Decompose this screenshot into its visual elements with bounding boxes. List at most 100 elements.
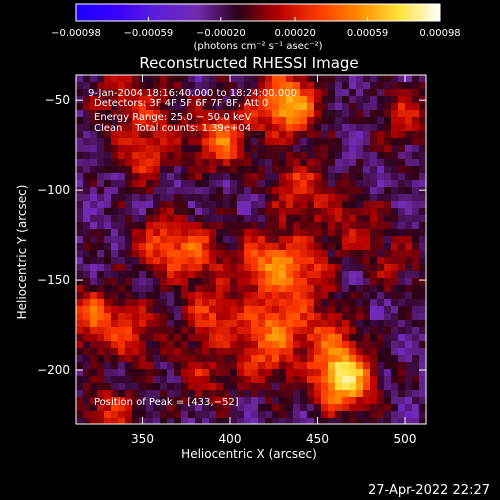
heatmap-cell — [216, 103, 223, 110]
heatmap-cell — [118, 376, 125, 383]
heatmap-cell — [307, 411, 314, 418]
heatmap-cell — [363, 418, 370, 424]
heatmap-cell — [279, 334, 286, 341]
heatmap-cell — [209, 187, 216, 194]
heatmap-cell — [104, 320, 111, 327]
heatmap-cell — [279, 341, 286, 348]
heatmap-cell — [307, 243, 314, 250]
heatmap-cell — [384, 222, 391, 229]
heatmap-cell — [160, 383, 167, 390]
heatmap-cell — [104, 355, 111, 362]
heatmap-cell — [384, 166, 391, 173]
heatmap-cell — [139, 383, 146, 390]
heatmap-cell — [370, 222, 377, 229]
heatmap-cell — [398, 285, 405, 292]
heatmap-cell — [174, 222, 181, 229]
heatmap-cell — [90, 159, 97, 166]
heatmap-cell — [160, 180, 167, 187]
heatmap-cell — [272, 229, 279, 236]
heatmap-cell — [307, 334, 314, 341]
heatmap-cell — [258, 243, 265, 250]
heatmap-cell — [377, 110, 384, 117]
heatmap-cell — [111, 348, 118, 355]
heatmap-cell — [286, 96, 293, 103]
heatmap-cell — [111, 173, 118, 180]
heatmap-cell — [356, 292, 363, 299]
heatmap-cell — [195, 369, 202, 376]
heatmap-cell — [349, 299, 356, 306]
heatmap-cell — [118, 131, 125, 138]
heatmap-cell — [167, 362, 174, 369]
heatmap-cell — [146, 82, 153, 89]
heatmap-cell — [370, 124, 377, 131]
heatmap-cell — [342, 341, 349, 348]
heatmap-cell — [174, 124, 181, 131]
heatmap-cell — [181, 250, 188, 257]
heatmap-cell — [328, 334, 335, 341]
heatmap-cell — [181, 271, 188, 278]
heatmap-cell — [391, 236, 398, 243]
heatmap-cell — [405, 75, 412, 82]
heatmap-cell — [125, 383, 132, 390]
heatmap-cell — [419, 376, 426, 383]
heatmap-cell — [356, 236, 363, 243]
heatmap-cell — [209, 215, 216, 222]
heatmap-cell — [363, 334, 370, 341]
heatmap-cell — [286, 243, 293, 250]
heatmap-cell — [370, 250, 377, 257]
heatmap-cell — [342, 292, 349, 299]
heatmap-cell — [223, 341, 230, 348]
heatmap-cell — [244, 187, 251, 194]
heatmap-cell — [160, 341, 167, 348]
heatmap-cell — [251, 117, 258, 124]
heatmap-cell — [167, 173, 174, 180]
heatmap-cell — [90, 264, 97, 271]
heatmap-cell — [370, 264, 377, 271]
heatmap-cell — [160, 320, 167, 327]
heatmap-cell — [265, 278, 272, 285]
heatmap-cell — [370, 271, 377, 278]
heatmap-cell — [160, 89, 167, 96]
heatmap-cell — [265, 166, 272, 173]
heatmap-cell — [153, 383, 160, 390]
heatmap-cell — [76, 180, 83, 187]
heatmap-cell — [76, 243, 83, 250]
heatmap-cell — [167, 257, 174, 264]
heatmap-cell — [146, 124, 153, 131]
heatmap-cell — [335, 397, 342, 404]
heatmap-cell — [370, 131, 377, 138]
heatmap-cell — [181, 180, 188, 187]
heatmap-cell — [97, 194, 104, 201]
heatmap-cell — [216, 124, 223, 131]
heatmap-cell — [384, 327, 391, 334]
heatmap-cell — [265, 292, 272, 299]
heatmap-cell — [258, 250, 265, 257]
heatmap-cell — [132, 89, 139, 96]
heatmap-cell — [349, 327, 356, 334]
heatmap-cell — [83, 103, 90, 110]
heatmap-cell — [251, 208, 258, 215]
x-tick-label: 350 — [131, 432, 154, 446]
heatmap-cell — [188, 355, 195, 362]
heatmap-cell — [272, 397, 279, 404]
heatmap-cell — [237, 201, 244, 208]
heatmap-cell — [230, 159, 237, 166]
heatmap-cell — [286, 334, 293, 341]
heatmap-cell — [391, 341, 398, 348]
heatmap-cell — [349, 215, 356, 222]
heatmap-cell — [321, 404, 328, 411]
heatmap-cell — [195, 110, 202, 117]
heatmap-cell — [153, 187, 160, 194]
heatmap-cell — [195, 138, 202, 145]
heatmap-cell — [293, 229, 300, 236]
heatmap-cell — [118, 180, 125, 187]
heatmap-cell — [279, 166, 286, 173]
heatmap-cell — [188, 397, 195, 404]
heatmap-cell — [237, 222, 244, 229]
heatmap-cell — [251, 320, 258, 327]
heatmap-cell — [293, 306, 300, 313]
heatmap-cell — [349, 236, 356, 243]
heatmap-cell — [209, 75, 216, 82]
heatmap-cell — [398, 250, 405, 257]
heatmap-cell — [237, 418, 244, 424]
